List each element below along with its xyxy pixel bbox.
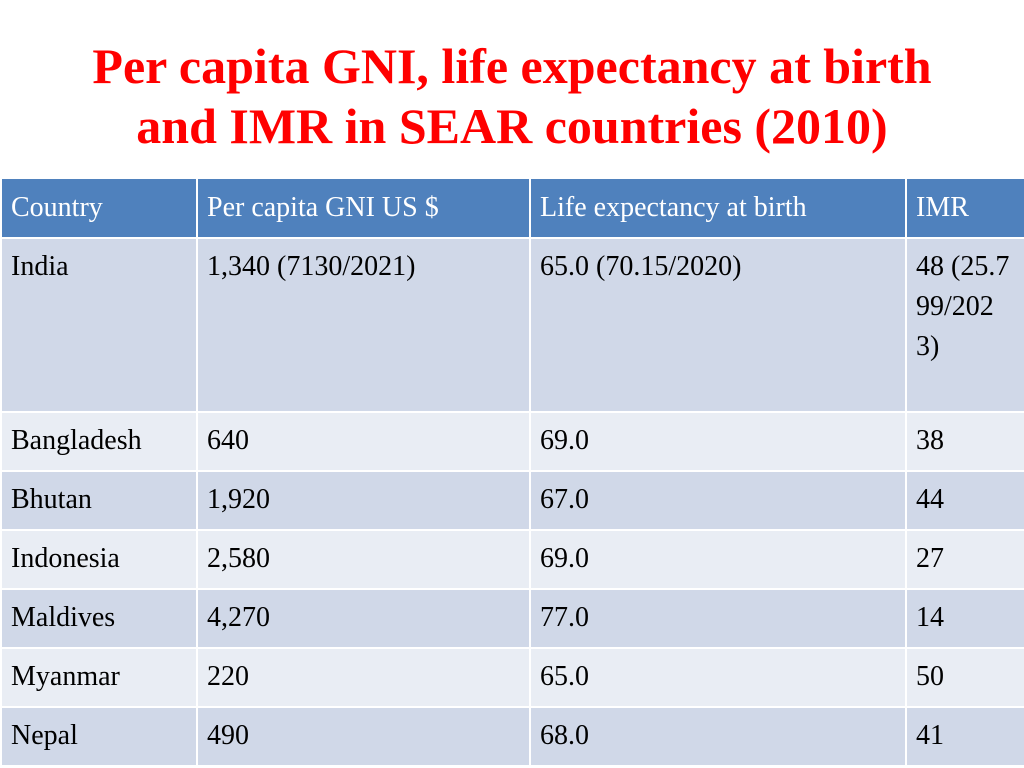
title-line-2: and IMR in SEAR countries (2010) <box>136 98 888 154</box>
table-row: Myanmar 220 65.0 50 <box>0 647 1024 708</box>
cell-gni: 220 <box>196 647 531 708</box>
cell-life-expectancy: 69.0 <box>529 411 907 472</box>
table-row: Nepal 490 68.0 41 <box>0 706 1024 767</box>
cell-life-expectancy: 65.0 <box>529 647 907 708</box>
table-row: Bangladesh 640 69.0 38 <box>0 411 1024 472</box>
table-header-row: Country Per capita GNI US $ Life expecta… <box>0 177 1024 239</box>
cell-imr: 27 <box>905 529 1024 590</box>
cell-imr: 44 <box>905 470 1024 531</box>
cell-imr: 50 <box>905 647 1024 708</box>
cell-life-expectancy: 65.0 (70.15/2020) <box>529 237 907 413</box>
cell-imr: 38 <box>905 411 1024 472</box>
table-row: India 1,340 (7130/2021) 65.0 (70.15/2020… <box>0 237 1024 413</box>
cell-life-expectancy: 69.0 <box>529 529 907 590</box>
cell-imr: 14 <box>905 588 1024 649</box>
title-line-1: Per capita GNI, life expectancy at birth <box>92 38 932 94</box>
header-country: Country <box>0 177 198 239</box>
slide-title: Per capita GNI, life expectancy at birth… <box>0 36 1024 156</box>
cell-gni: 4,270 <box>196 588 531 649</box>
cell-gni: 1,340 (7130/2021) <box>196 237 531 413</box>
cell-life-expectancy: 68.0 <box>529 706 907 767</box>
cell-life-expectancy: 77.0 <box>529 588 907 649</box>
cell-country: Maldives <box>0 588 198 649</box>
cell-gni: 2,580 <box>196 529 531 590</box>
table-row: Bhutan 1,920 67.0 44 <box>0 470 1024 531</box>
cell-imr: 48 (25.799/2023) <box>905 237 1024 413</box>
cell-country: India <box>0 237 198 413</box>
cell-country: Indonesia <box>0 529 198 590</box>
cell-country: Myanmar <box>0 647 198 708</box>
header-life-expectancy: Life expectancy at birth <box>529 177 907 239</box>
table-row: Maldives 4,270 77.0 14 <box>0 588 1024 649</box>
data-table: Country Per capita GNI US $ Life expecta… <box>0 177 1024 767</box>
cell-gni: 1,920 <box>196 470 531 531</box>
cell-life-expectancy: 67.0 <box>529 470 907 531</box>
cell-country: Nepal <box>0 706 198 767</box>
cell-gni: 490 <box>196 706 531 767</box>
cell-country: Bhutan <box>0 470 198 531</box>
header-imr: IMR <box>905 177 1024 239</box>
cell-imr: 41 <box>905 706 1024 767</box>
cell-gni: 640 <box>196 411 531 472</box>
header-gni: Per capita GNI US $ <box>196 177 531 239</box>
table-row: Indonesia 2,580 69.0 27 <box>0 529 1024 590</box>
cell-country: Bangladesh <box>0 411 198 472</box>
